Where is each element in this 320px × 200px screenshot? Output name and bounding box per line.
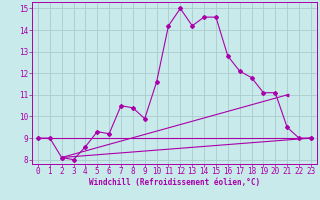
X-axis label: Windchill (Refroidissement éolien,°C): Windchill (Refroidissement éolien,°C) — [89, 178, 260, 187]
